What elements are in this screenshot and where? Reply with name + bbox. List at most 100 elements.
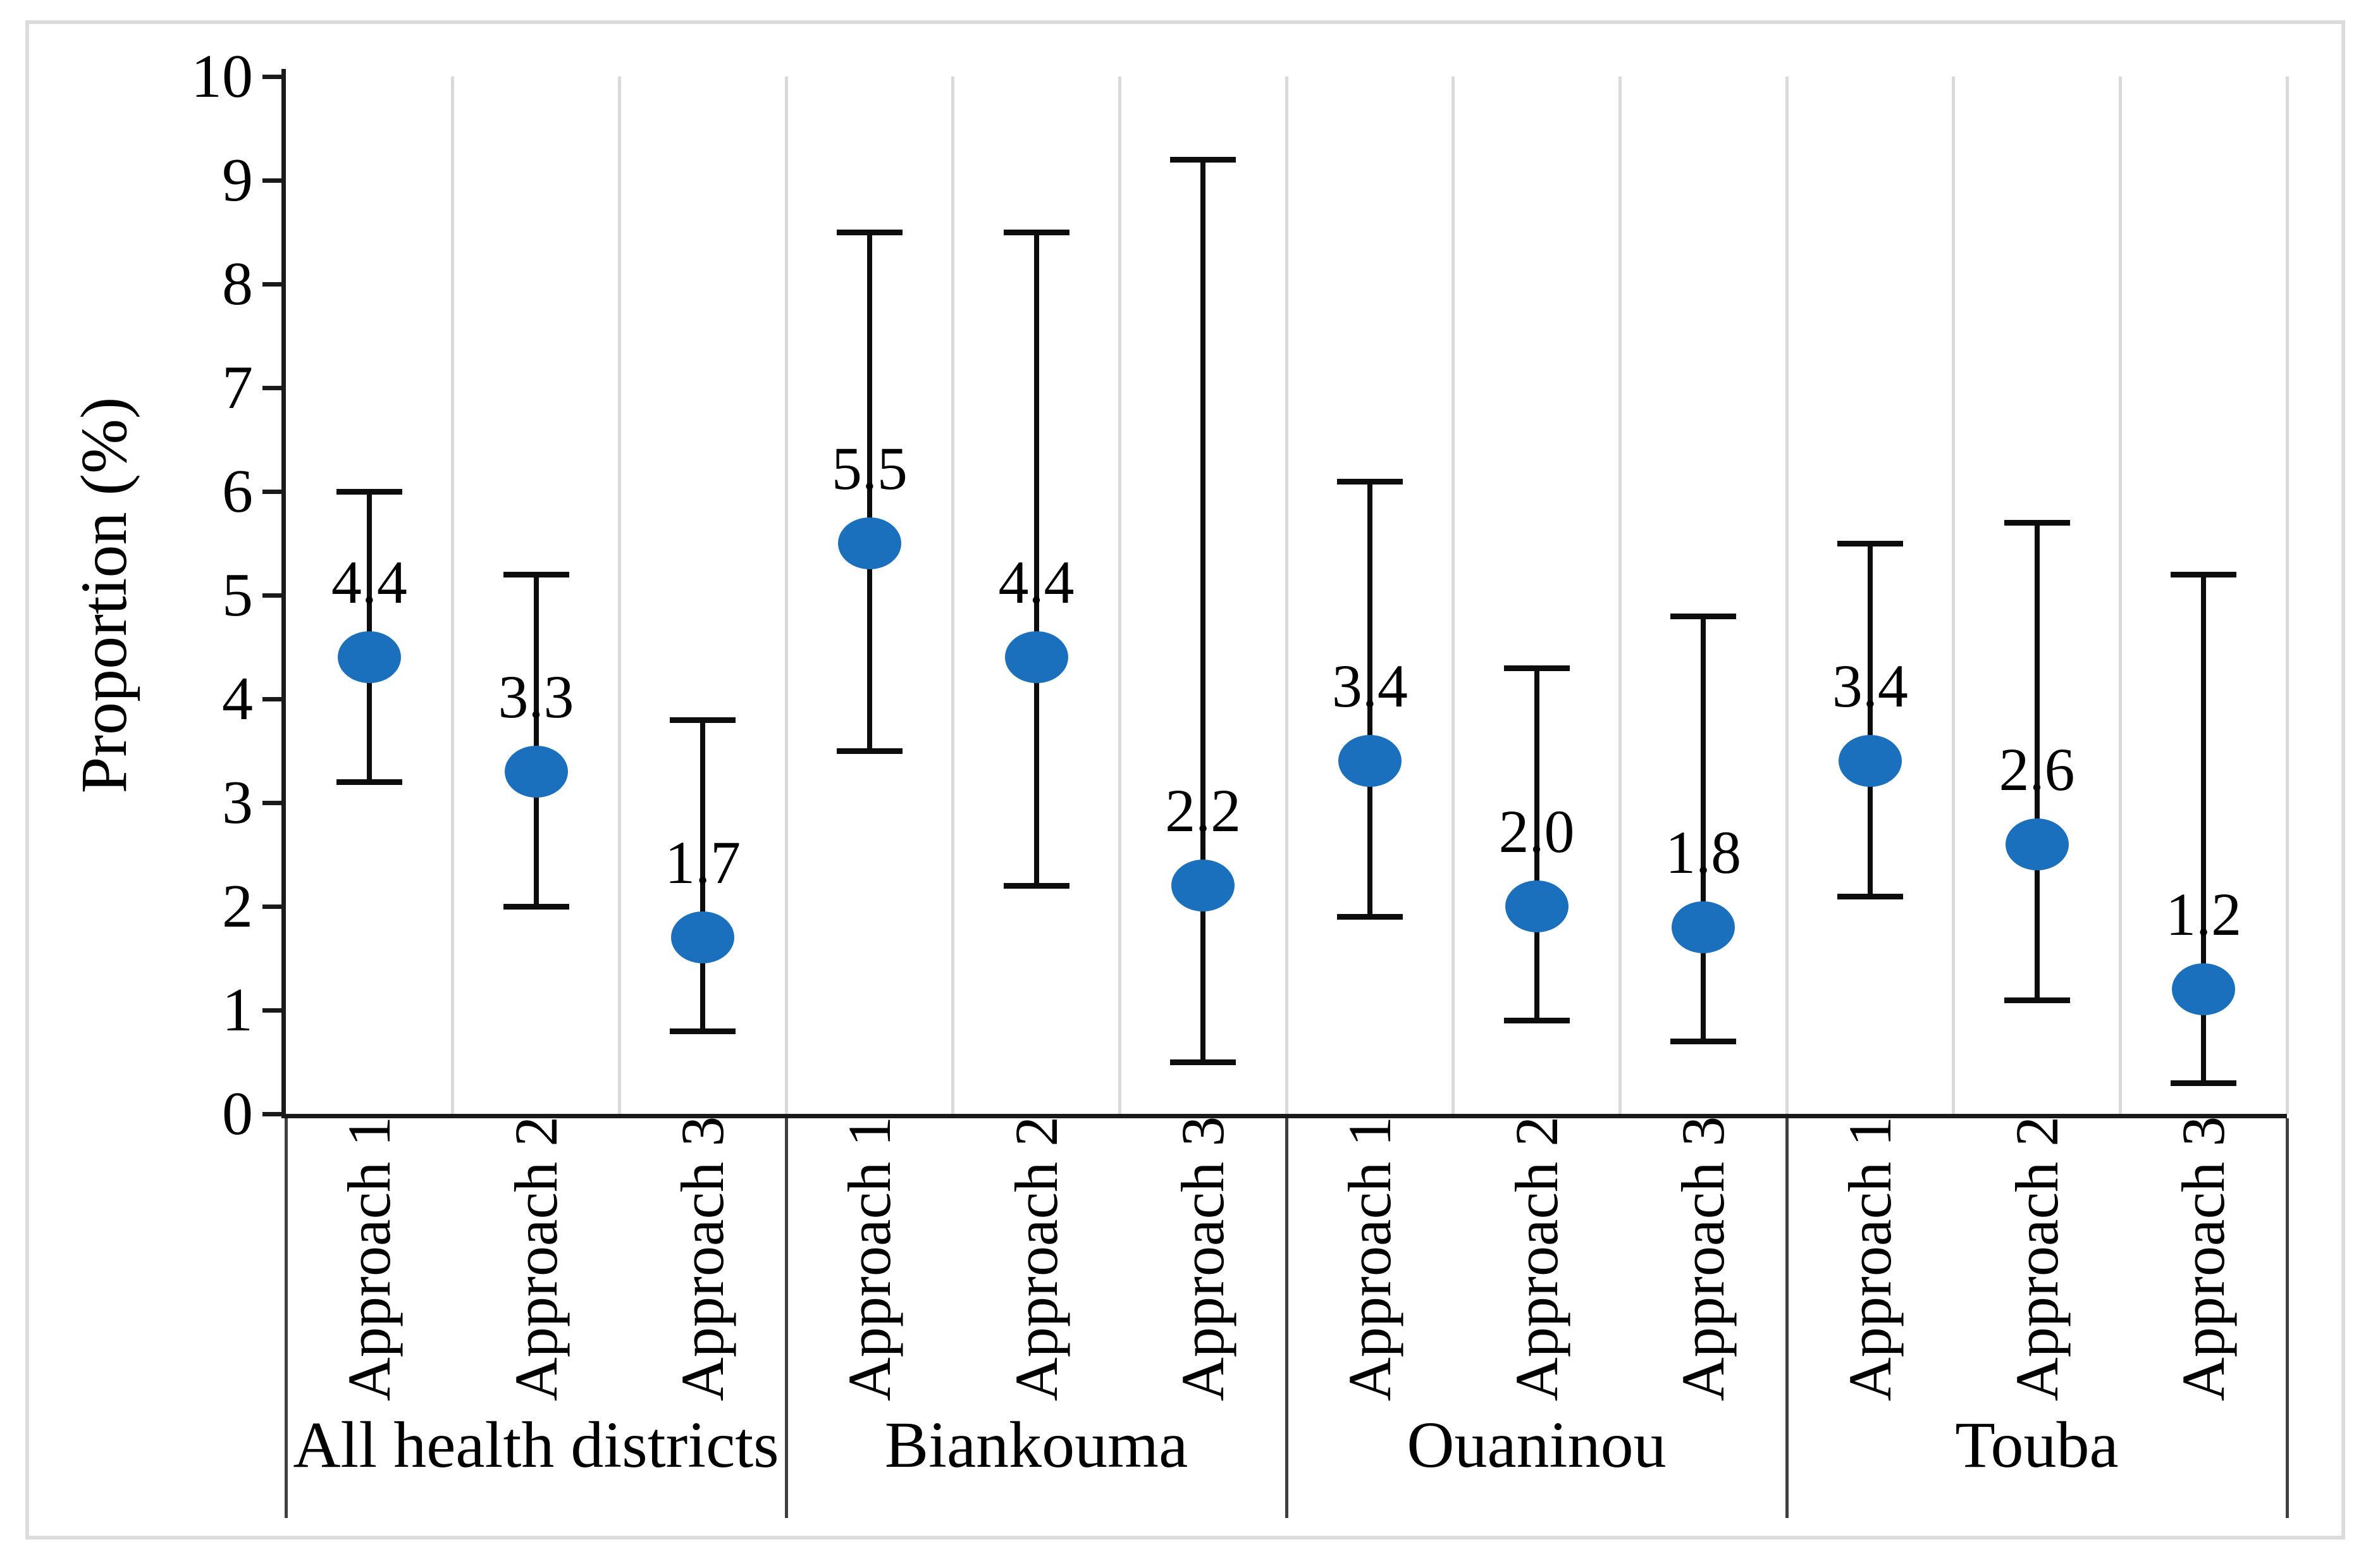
approach-label: Approach 1 — [1835, 1116, 1904, 1402]
y-tick-mark — [262, 178, 281, 183]
data-point-marker — [337, 631, 401, 684]
y-tick-mark — [262, 282, 281, 287]
y-tick-label: 0 — [222, 1080, 253, 1148]
district-label: Ouaninou — [1407, 1409, 1667, 1481]
data-point-marker — [1672, 901, 1735, 953]
approach-label: Approach 1 — [835, 1116, 903, 1402]
data-value-label: 4.4 — [998, 548, 1075, 617]
data-point-marker — [1338, 735, 1402, 787]
error-bar-cap-top — [1170, 157, 1236, 163]
error-bar-line — [1367, 481, 1372, 917]
column-gridline — [1785, 77, 1789, 1114]
error-bar-cap-bottom — [1336, 914, 1403, 920]
y-tick-mark — [262, 1008, 281, 1013]
error-bar-cap-top — [503, 572, 569, 578]
error-bar-cap-top — [1003, 230, 1069, 235]
approach-label: Approach 3 — [1169, 1116, 1237, 1402]
data-point-marker — [671, 911, 735, 964]
error-bar-cap-top — [670, 717, 736, 723]
error-bar-line — [1033, 232, 1039, 886]
error-bar-cap-bottom — [836, 748, 903, 754]
error-bar-cap-top — [1336, 478, 1403, 485]
y-tick-label: 5 — [222, 561, 253, 629]
column-gridline — [451, 77, 455, 1114]
data-value-label: 1.8 — [1665, 818, 1742, 886]
data-value-label: 3.3 — [498, 662, 574, 731]
error-bar-cap-top — [1503, 665, 1570, 671]
data-point-marker — [504, 745, 568, 798]
data-point-marker — [837, 517, 901, 569]
column-gridline — [2285, 77, 2289, 1114]
error-bar-line — [2034, 522, 2040, 1000]
error-bar-line — [1867, 543, 1873, 896]
y-tick-label: 2 — [222, 872, 253, 941]
error-bar-cap-top — [2171, 572, 2237, 578]
approach-label: Approach 2 — [2002, 1116, 2071, 1402]
approach-label: Approach 2 — [1502, 1116, 1570, 1402]
y-axis-line — [281, 69, 286, 1118]
column-gridline — [784, 77, 788, 1114]
category-separator — [1285, 1118, 1288, 1518]
data-point-marker — [2005, 818, 2069, 870]
error-bar-cap-top — [836, 230, 903, 235]
error-bar-line — [1701, 615, 1706, 1042]
column-gridline — [951, 77, 955, 1114]
y-tick-mark — [262, 386, 281, 390]
approach-label: Approach 2 — [502, 1116, 570, 1402]
data-value-label: 5.5 — [831, 435, 908, 502]
district-label: Touba — [1955, 1409, 2119, 1481]
category-separator — [784, 1118, 788, 1518]
error-bar-cap-top — [336, 489, 402, 495]
error-bar-line — [2201, 574, 2207, 1083]
error-bar-cap-bottom — [336, 779, 402, 786]
column-gridline — [1118, 77, 1121, 1114]
error-bar-cap-top — [1837, 541, 1903, 546]
data-point-marker — [1838, 735, 1902, 787]
approach-label: Approach 2 — [1002, 1116, 1070, 1402]
approach-label: Approach 3 — [1669, 1116, 1737, 1402]
column-gridline — [2118, 77, 2122, 1114]
y-tick-label: 9 — [222, 146, 253, 214]
y-tick-mark — [262, 1112, 281, 1116]
error-bar-line — [866, 232, 872, 751]
column-gridline — [617, 77, 621, 1114]
error-bar-cap-bottom — [503, 904, 569, 910]
y-tick-label: 8 — [222, 250, 253, 318]
y-tick-mark — [262, 75, 281, 79]
y-tick-mark — [262, 697, 281, 701]
y-tick-label: 4 — [222, 665, 253, 733]
data-point-marker — [1171, 860, 1235, 912]
column-gridline — [1618, 77, 1622, 1114]
data-value-label: 1.7 — [665, 829, 741, 897]
data-value-label: 2.2 — [1165, 777, 1242, 845]
y-tick-label: 10 — [191, 42, 253, 111]
district-label: All health districts — [293, 1409, 779, 1481]
data-point-marker — [2172, 963, 2236, 1016]
category-separator — [284, 1118, 288, 1518]
approach-label: Approach 1 — [335, 1116, 403, 1402]
y-tick-mark — [262, 801, 281, 805]
chart-frame — [25, 20, 2345, 1540]
approach-label: Approach 3 — [2169, 1116, 2238, 1402]
error-bar-cap-bottom — [1670, 1039, 1737, 1045]
error-bar-cap-bottom — [1837, 893, 1903, 899]
column-gridline — [1952, 77, 1956, 1114]
y-tick-mark — [262, 490, 281, 494]
data-value-label: 2.6 — [1999, 735, 2075, 803]
data-point-marker — [1505, 880, 1569, 932]
approach-label: Approach 3 — [669, 1116, 737, 1402]
error-bar-line — [1200, 159, 1206, 1062]
error-bar-cap-bottom — [1170, 1059, 1236, 1065]
district-label: Biankouma — [884, 1409, 1188, 1481]
category-separator — [2285, 1118, 2289, 1518]
y-tick-mark — [262, 904, 281, 909]
column-gridline — [1452, 77, 1455, 1114]
error-bar-line — [533, 574, 539, 906]
data-point-marker — [1004, 631, 1068, 684]
y-tick-label: 6 — [222, 457, 253, 526]
data-value-label: 2.0 — [1498, 798, 1575, 865]
y-tick-label: 3 — [222, 769, 253, 837]
y-tick-label: 1 — [222, 976, 253, 1044]
column-gridline — [1285, 77, 1288, 1114]
